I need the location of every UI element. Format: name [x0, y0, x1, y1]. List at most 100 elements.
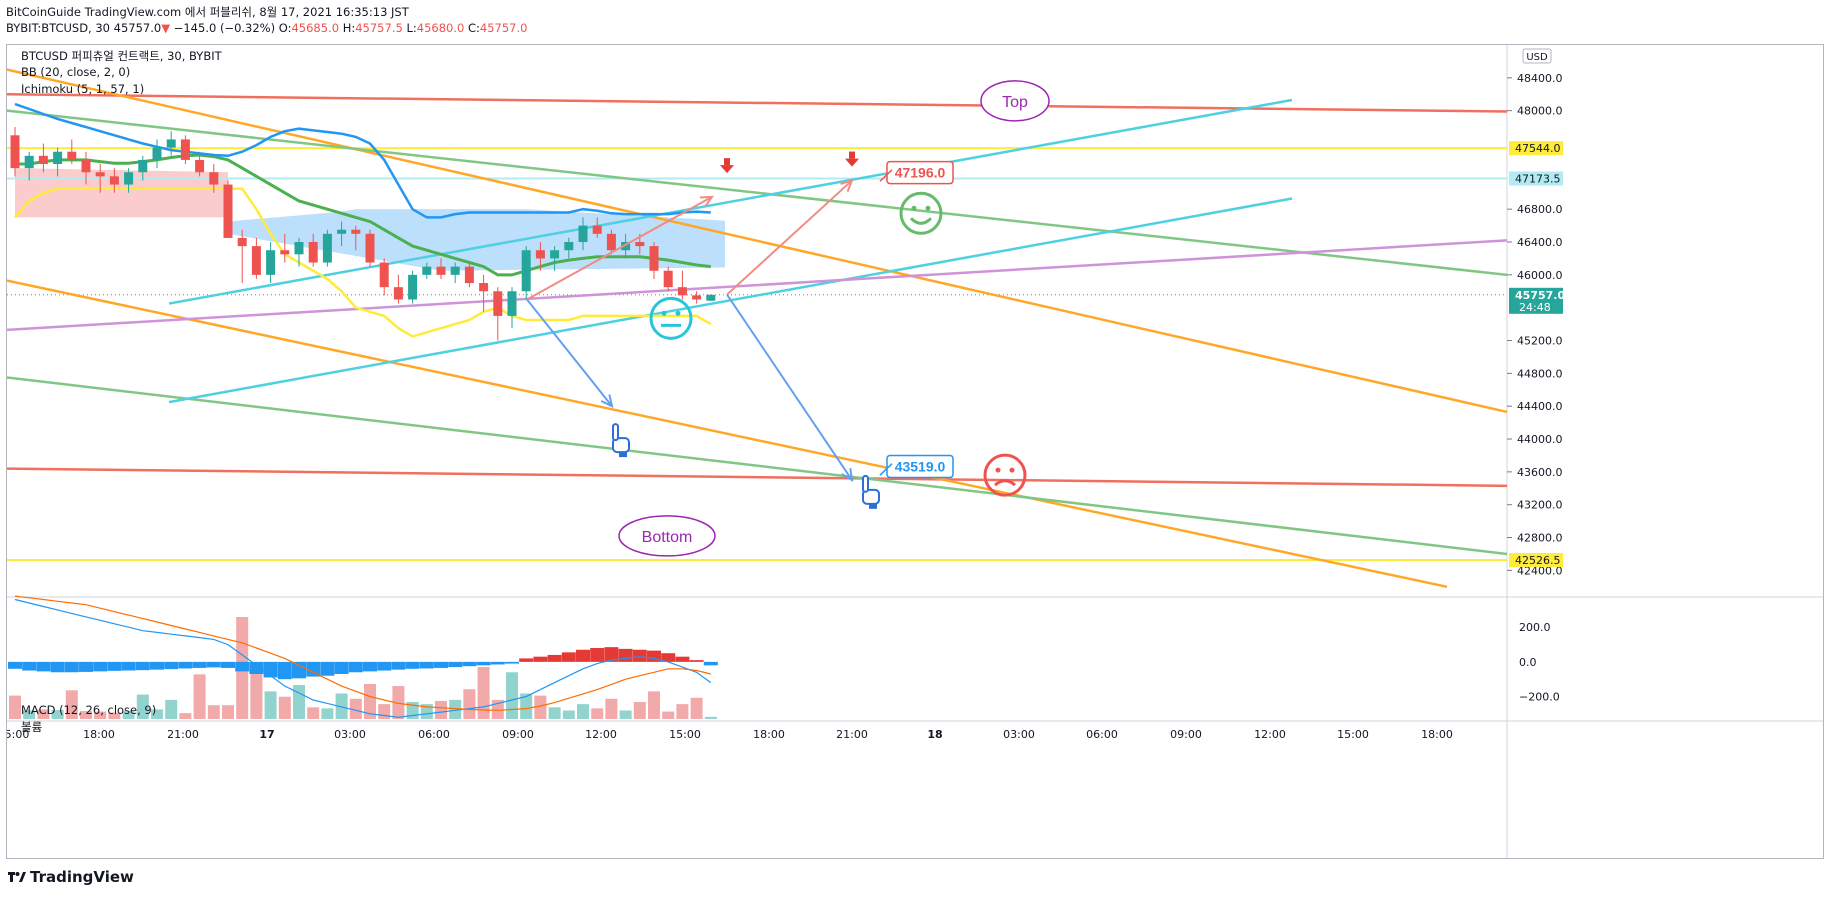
- price-label-text: 45757.0: [1515, 289, 1565, 302]
- macd-hist-bar: [505, 661, 519, 664]
- volume-bar: [222, 705, 234, 719]
- time-tick-label: 12:00: [1254, 728, 1286, 741]
- smile-face-icon: [899, 191, 943, 235]
- price-tick-label: 42800.0: [1517, 532, 1563, 545]
- projection-arrow-down-1: [526, 298, 613, 407]
- macd-hist-bar: [36, 661, 51, 672]
- candle-body: [10, 135, 20, 169]
- volume-bar: [335, 693, 348, 719]
- macd-hist-bar: [703, 661, 718, 666]
- macd-hist-bar: [533, 656, 548, 662]
- volume-bar: [207, 705, 220, 719]
- macd-tick-label: 0.0: [1519, 656, 1537, 669]
- volume-bar: [122, 711, 135, 719]
- price-tick-label: 44800.0: [1517, 367, 1563, 380]
- candle-body: [38, 155, 48, 165]
- candle-body: [223, 184, 233, 238]
- macd-hist-bar: [121, 661, 136, 671]
- macd-hist-bar: [363, 661, 377, 672]
- projection-arrow-up-2: [726, 179, 853, 296]
- currency-label: USD: [1526, 52, 1548, 63]
- candle-body: [649, 246, 659, 271]
- macd-hist-bar: [618, 648, 633, 662]
- macd-hist-bar: [476, 661, 491, 666]
- tradingview-logo-icon: [8, 872, 26, 882]
- chart-frame: 47196.0 43519.0 Top Bottom 48400.0 48000.0 468…: [6, 44, 1824, 859]
- callout-43519-pointer: [879, 463, 893, 476]
- candle-body: [663, 270, 673, 288]
- publish-info: BitCoinGuide TradingView.com 에서 퍼블리쉬, 8월…: [6, 5, 409, 19]
- price-tick-label: 46000.0: [1517, 269, 1563, 282]
- time-tick-label: 12:00: [585, 728, 617, 741]
- time-tick-label: 18:00: [753, 728, 785, 741]
- time-tick-label: 17: [259, 728, 274, 741]
- sad-face-icon: [983, 453, 1027, 497]
- volume-bar: [562, 710, 575, 719]
- open-value: 45685.0: [291, 21, 340, 35]
- time-tick-label: 09:00: [502, 728, 534, 741]
- projection-arrow-up-1-head: [699, 195, 715, 208]
- candle-body: [308, 242, 318, 263]
- close-label: C:: [467, 21, 480, 35]
- candle-body: [95, 172, 105, 177]
- currency-box: [1522, 48, 1552, 64]
- sad-face-icon-mouth: [993, 479, 1017, 487]
- price-label-text: 47544.0: [1515, 142, 1561, 155]
- bubble-top-text: Top: [1002, 94, 1028, 111]
- candle-body: [450, 266, 460, 275]
- candle-body: [464, 266, 474, 284]
- volume-bar: [449, 699, 462, 719]
- trend-red-bottom: [7, 467, 1508, 488]
- volume-bar: [37, 709, 50, 719]
- price-tick-label: 45200.0: [1517, 335, 1563, 348]
- tradingview-logo[interactable]: TradingView: [8, 868, 134, 886]
- time-tick-label: 15:00: [669, 728, 701, 741]
- time-tick-label: 15:00: [1337, 728, 1369, 741]
- volume-bar: [364, 683, 376, 719]
- macd-hist-bar: [277, 661, 292, 680]
- candle-body: [166, 139, 176, 148]
- volume-bar: [23, 710, 36, 719]
- footer-brand: TradingView: [30, 868, 134, 886]
- candle-body: [507, 291, 517, 316]
- macd-tick-label: 200.0: [1519, 621, 1551, 634]
- time-tick-label: 18: [927, 728, 942, 741]
- smile-face-icon-eye: [911, 205, 917, 211]
- volume-bar: [662, 711, 675, 719]
- projection-arrow-up-2-head: [840, 178, 854, 192]
- volume-bar: [65, 690, 78, 719]
- time-tick-label: 06:00: [1086, 728, 1118, 741]
- volume-bar: [9, 695, 21, 719]
- macd-hist-bar: [348, 661, 363, 673]
- symbol-label: BYBIT:BTCUSD, 30: [6, 21, 110, 35]
- candle-body: [592, 225, 602, 234]
- ohlc-header: BYBIT:BTCUSD, 30 45757.0▼ −145.0 (−0.32%…: [6, 21, 527, 35]
- candle-body: [67, 151, 77, 160]
- candle-body: [81, 159, 91, 173]
- pointing-hand-icon: [612, 423, 630, 458]
- ichimoku-cloud-bear: [15, 168, 228, 218]
- bubble-bottom-text: Bottom: [642, 529, 693, 546]
- candle-body: [322, 233, 332, 263]
- macd-hist-bar: [50, 661, 65, 673]
- low-value: 45680.0: [416, 21, 465, 35]
- volume-bar: [94, 711, 107, 719]
- bubble-bottom-shape: [618, 515, 716, 557]
- macd-hist-bar: [249, 661, 264, 674]
- sad-face-icon-eye: [995, 467, 1001, 473]
- macd-hist-bar: [576, 649, 590, 662]
- bubble-top: Top: [980, 80, 1050, 122]
- projection-arrow-down-2-head: [841, 468, 854, 482]
- candle-body: [621, 242, 631, 251]
- volume-bar: [307, 707, 320, 719]
- price-label-countdown: 24:48: [1519, 301, 1551, 314]
- candle-body: [422, 266, 432, 275]
- price-chart[interactable]: 47196.0 43519.0 Top Bottom 48400.0 48000.0 468…: [7, 45, 1823, 858]
- pointing-hand-icon-cuff: [619, 452, 627, 458]
- price-tick-label: 46800.0: [1517, 203, 1563, 216]
- legend-bb: BB (20, close, 2, 0): [21, 65, 131, 79]
- candle-body: [479, 283, 489, 292]
- time-tick-label: 18:00: [83, 728, 115, 741]
- high-label: H:: [342, 21, 356, 35]
- bubble-top-shape: [980, 80, 1050, 122]
